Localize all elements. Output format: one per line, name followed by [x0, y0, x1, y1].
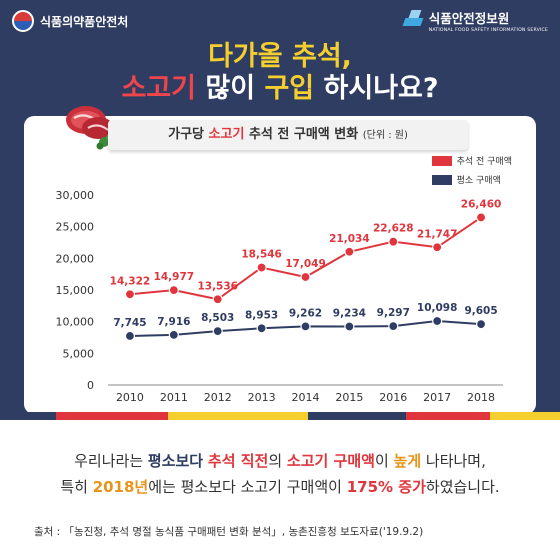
data-point-1: [388, 321, 399, 332]
x-tick-label: 2014: [292, 391, 320, 404]
legend-item-usual: 평소 구매액: [431, 173, 512, 186]
data-label-0: 17,049: [285, 258, 326, 270]
data-label-0: 22,628: [373, 223, 414, 235]
data-label-1: 9,605: [464, 305, 497, 317]
headline-beef: 소고기: [121, 73, 196, 104]
data-label-1: 9,297: [377, 307, 410, 319]
y-tick-label: 30,000: [56, 189, 95, 202]
summary-fragment: 높게: [393, 452, 422, 470]
chart-legend: 추석 전 구매액 평소 구매액: [431, 154, 512, 192]
chart-title-b: 추석 전 구매액 변화: [244, 127, 363, 142]
summary-text: 우리나라는 평소보다 추석 직전의 소고기 구매액이 높게 나타나며, 특히 2…: [0, 448, 560, 500]
headline-line2: 소고기 많이 구입 하시나요?: [0, 66, 560, 105]
headline-text-b: 하시나요?: [314, 73, 439, 104]
summary-fragment: 특히: [60, 478, 93, 496]
data-label-1: 8,953: [245, 309, 278, 321]
data-point-0: [432, 242, 443, 253]
x-tick-label: 2010: [116, 391, 144, 404]
summary-fragment: 추석 직전: [207, 452, 269, 470]
legend-label-chuseok: 추석 전 구매액: [456, 157, 512, 167]
headline-line1: 다가올 추석,: [208, 41, 352, 72]
data-label-1: 7,745: [113, 317, 146, 329]
ministry-logo: 식품의약품안전처: [12, 10, 128, 32]
data-point-0: [256, 262, 267, 273]
taeguk-icon: [12, 10, 34, 32]
summary-fragment: 에는 평소보다 소고기 구매액이: [148, 478, 347, 496]
data-label-0: 18,546: [241, 249, 282, 261]
summary-fragment: 소고기 구매액: [286, 452, 375, 470]
summary-fragment: 우리나라는: [74, 452, 148, 470]
data-point-1: [475, 319, 487, 330]
data-point-1: [168, 329, 179, 340]
chart-title-a: 가구당: [168, 127, 209, 142]
data-label-0: 13,536: [197, 280, 238, 292]
data-point-1: [344, 321, 355, 332]
data-point-1: [432, 315, 443, 327]
data-label-0: 14,322: [110, 275, 151, 287]
data-label-0: 21,747: [417, 228, 458, 240]
summary-line2: 특히 2018년에는 평소보다 소고기 구매액이 175% 증가하였습니다.: [0, 474, 560, 500]
x-tick-label: 2018: [467, 391, 495, 404]
summary-fragment: 이: [374, 452, 394, 470]
summary-fragment: 2018년: [92, 478, 149, 496]
data-point-0: [300, 271, 311, 283]
chart-title: 가구당 소고기 추석 전 구매액 변화 (단위 : 원): [108, 120, 468, 150]
data-point-0: [388, 236, 399, 247]
headline-text-a: 많이: [195, 73, 265, 104]
chart-title-beef: 소고기: [208, 127, 245, 142]
summary-fragment: 나타나며,: [421, 452, 486, 470]
data-label-1: 10,098: [417, 302, 458, 314]
y-tick-label: 25,000: [56, 221, 95, 234]
legend-label-usual: 평소 구매액: [456, 176, 501, 186]
data-point-0: [475, 212, 487, 223]
data-point-1: [124, 330, 136, 342]
institute-name: 식품안전정보원: [428, 11, 510, 26]
x-tick-label: 2016: [379, 391, 407, 404]
data-label-1: 8,503: [201, 312, 234, 324]
legend-swatch-red: [431, 155, 452, 166]
y-tick-label: 5,000: [63, 347, 95, 360]
x-tick-label: 2012: [204, 391, 232, 404]
data-point-0: [168, 285, 179, 296]
data-label-0: 26,460: [461, 198, 502, 210]
x-tick-label: 2013: [248, 391, 276, 404]
chart-unit: (단위 : 원): [362, 130, 408, 141]
y-tick-label: 0: [87, 379, 94, 392]
legend-swatch-navy: [431, 174, 452, 185]
data-point-0: [212, 294, 223, 305]
data-point-1: [212, 326, 223, 337]
data-point-0: [344, 246, 355, 257]
y-tick-label: 20,000: [56, 252, 95, 265]
summary-line1: 우리나라는 평소보다 추석 직전의 소고기 구매액이 높게 나타나며,: [0, 448, 560, 474]
data-point-1: [300, 321, 311, 332]
data-point-0: [124, 289, 136, 300]
summary-fragment: 하였습니다.: [425, 478, 500, 496]
headline-buy: 구입: [264, 73, 315, 104]
summary-fragment: 평소보다: [147, 452, 204, 470]
data-label-1: 7,916: [157, 316, 190, 328]
data-label-0: 14,977: [154, 271, 195, 283]
summary-fragment: 의: [268, 452, 287, 470]
chart-panel: [24, 116, 536, 414]
legend-item-chuseok: 추석 전 구매액: [431, 154, 512, 167]
decorative-stripes: [0, 412, 560, 420]
x-tick-label: 2015: [335, 391, 363, 404]
source-note: 출처 : 「농진청, 추석 명절 농식품 구매패턴 변화 분석」, 농촌진흥청 …: [34, 526, 424, 538]
institute-logo: 식품안전정보원 NATIONAL FOOD SAFETY INFORMATION…: [402, 8, 548, 33]
line-chart: 0 5,000 10,000 15,000 20,000 25,000 30,000 2010…: [56, 189, 503, 404]
institute-name-en: NATIONAL FOOD SAFETY INFORMATION SERVICE: [428, 28, 548, 33]
y-tick-label: 15,000: [56, 284, 95, 297]
summary-fragment: 175% 증가: [346, 478, 426, 496]
ministry-name: 식품의약품안전처: [40, 14, 129, 29]
data-label-1: 9,234: [333, 308, 366, 320]
x-tick-label: 2017: [423, 391, 451, 404]
data-label-0: 21,034: [329, 233, 370, 245]
data-point-1: [256, 323, 267, 334]
y-tick-label: 10,000: [56, 316, 95, 329]
data-label-1: 9,262: [289, 307, 322, 319]
x-tick-label: 2011: [160, 391, 188, 404]
